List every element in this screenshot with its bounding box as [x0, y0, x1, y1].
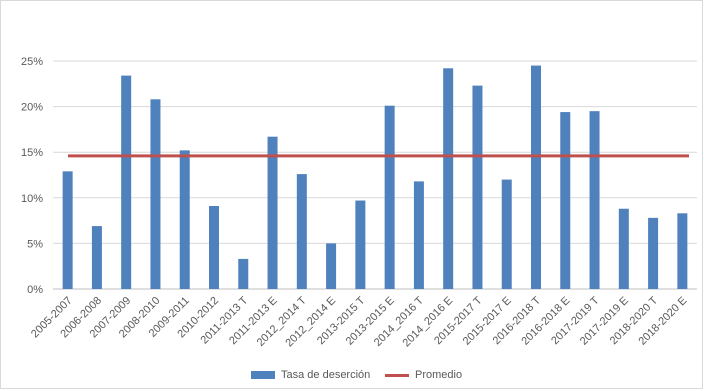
y-tick-label: 20% [21, 102, 43, 114]
bar [531, 65, 541, 289]
bar [560, 112, 571, 290]
bar [589, 111, 600, 289]
bar [413, 181, 424, 289]
bar [443, 68, 454, 290]
bar [209, 206, 219, 289]
legend-item-series-2: Promedio [385, 369, 462, 381]
legend-label-series-2: Promedio [415, 369, 463, 381]
bar-series [62, 65, 688, 290]
bar [121, 75, 132, 289]
y-tick-label: 5% [27, 238, 43, 250]
bar [618, 208, 629, 289]
bar [326, 243, 337, 289]
bar [91, 226, 102, 289]
legend-label-series-1: Tasa de deserción [281, 369, 371, 381]
bar [62, 171, 73, 289]
bar [677, 213, 688, 289]
bar [179, 150, 190, 289]
y-tick-label: 10% [21, 193, 43, 205]
bar [296, 174, 307, 289]
bar [238, 258, 249, 289]
bar [472, 85, 483, 290]
bar [501, 179, 512, 289]
y-axis-ticks: 0% 5% 10% 15% 20% 25% [21, 56, 43, 296]
legend-swatch-line [385, 373, 409, 377]
y-tick-label: 25% [21, 56, 43, 68]
bar [384, 105, 395, 289]
x-axis-ticks: 2005-20072006-20082007-20092008-20102009… [29, 294, 689, 349]
bar [267, 136, 278, 289]
gridlines [53, 60, 697, 290]
y-tick-label: 0% [27, 284, 43, 296]
legend: Tasa de deserción Promedio [1, 369, 704, 385]
bar [150, 99, 161, 289]
bar [355, 200, 366, 289]
legend-item-series-1: Tasa de deserción [251, 369, 370, 381]
legend-swatch-bar [251, 371, 275, 379]
y-tick-label: 15% [21, 147, 43, 159]
bar [648, 217, 659, 289]
